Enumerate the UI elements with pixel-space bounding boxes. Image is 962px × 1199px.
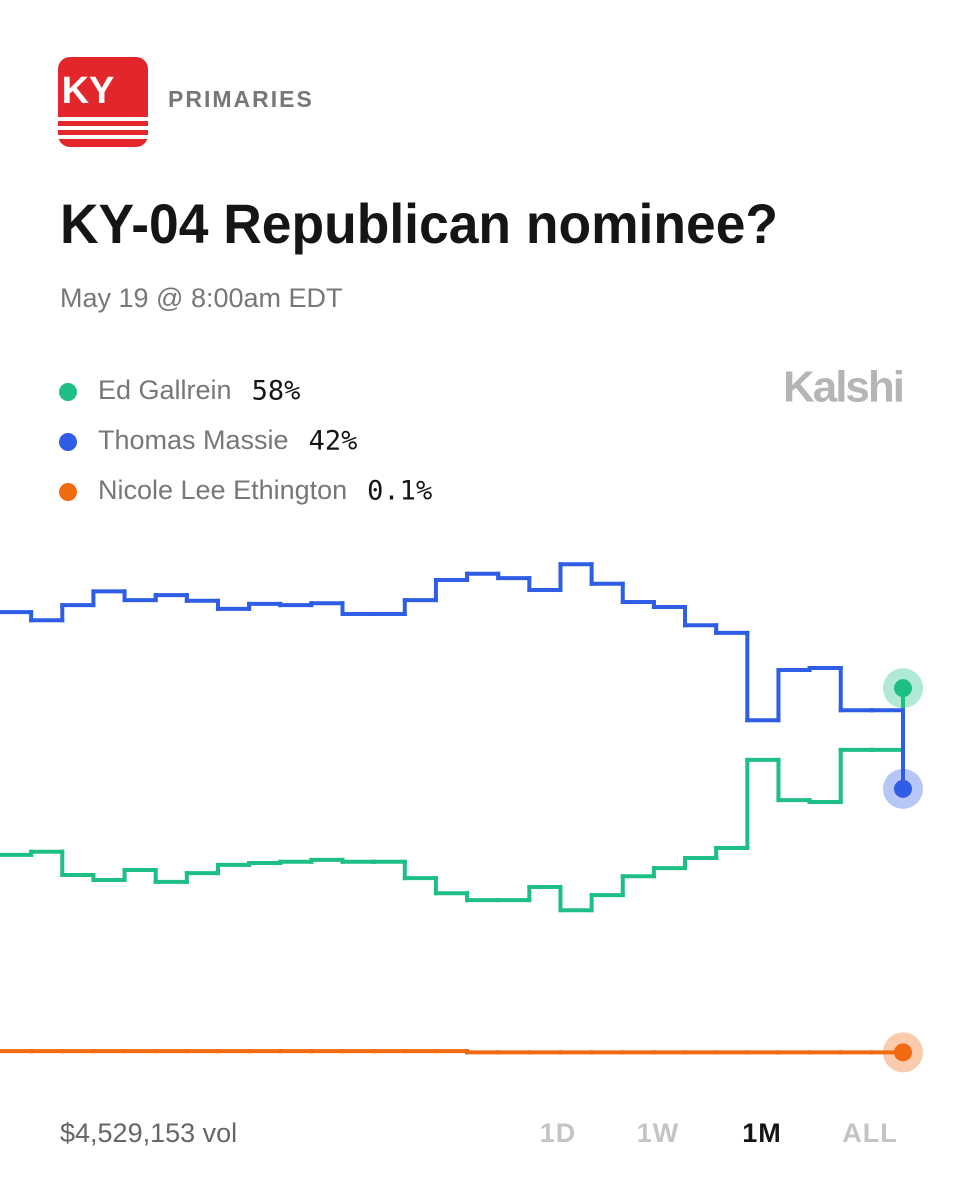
range-button[interactable]: 1M	[742, 1118, 782, 1148]
volume: $4,529,153 vol	[60, 1118, 237, 1148]
badge-text: KY	[62, 70, 115, 112]
range-button[interactable]: ALL	[842, 1118, 897, 1148]
range-button[interactable]: 1W	[637, 1118, 680, 1148]
badge-stripe	[58, 117, 148, 121]
end-dot	[894, 1043, 912, 1062]
legend-value: 58%	[252, 376, 301, 407]
legend-swatch	[59, 433, 77, 451]
range-button[interactable]: 1D	[540, 1118, 577, 1148]
badge-stripe	[58, 126, 148, 130]
legend-label: Thomas Massie	[98, 425, 289, 455]
legend-swatch	[59, 483, 77, 501]
legend-swatch	[59, 383, 77, 401]
section-label: PRIMARIES	[168, 86, 314, 112]
legend-value: 42%	[309, 426, 358, 457]
badge-stripe	[58, 135, 148, 139]
legend-value: 0.1%	[367, 476, 432, 507]
end-dot	[894, 779, 912, 798]
brand-logo: Kalshi	[783, 363, 903, 412]
badge	[58, 57, 148, 147]
chart-title: KY-04 Republican nominee?	[60, 192, 778, 255]
legend-label: Nicole Lee Ethington	[98, 475, 347, 505]
end-dot	[894, 679, 912, 698]
legend-label: Ed Gallrein	[98, 375, 232, 405]
plot-area	[0, 562, 923, 1073]
chart-subtitle: May 19 @ 8:00am EDT	[60, 283, 343, 313]
